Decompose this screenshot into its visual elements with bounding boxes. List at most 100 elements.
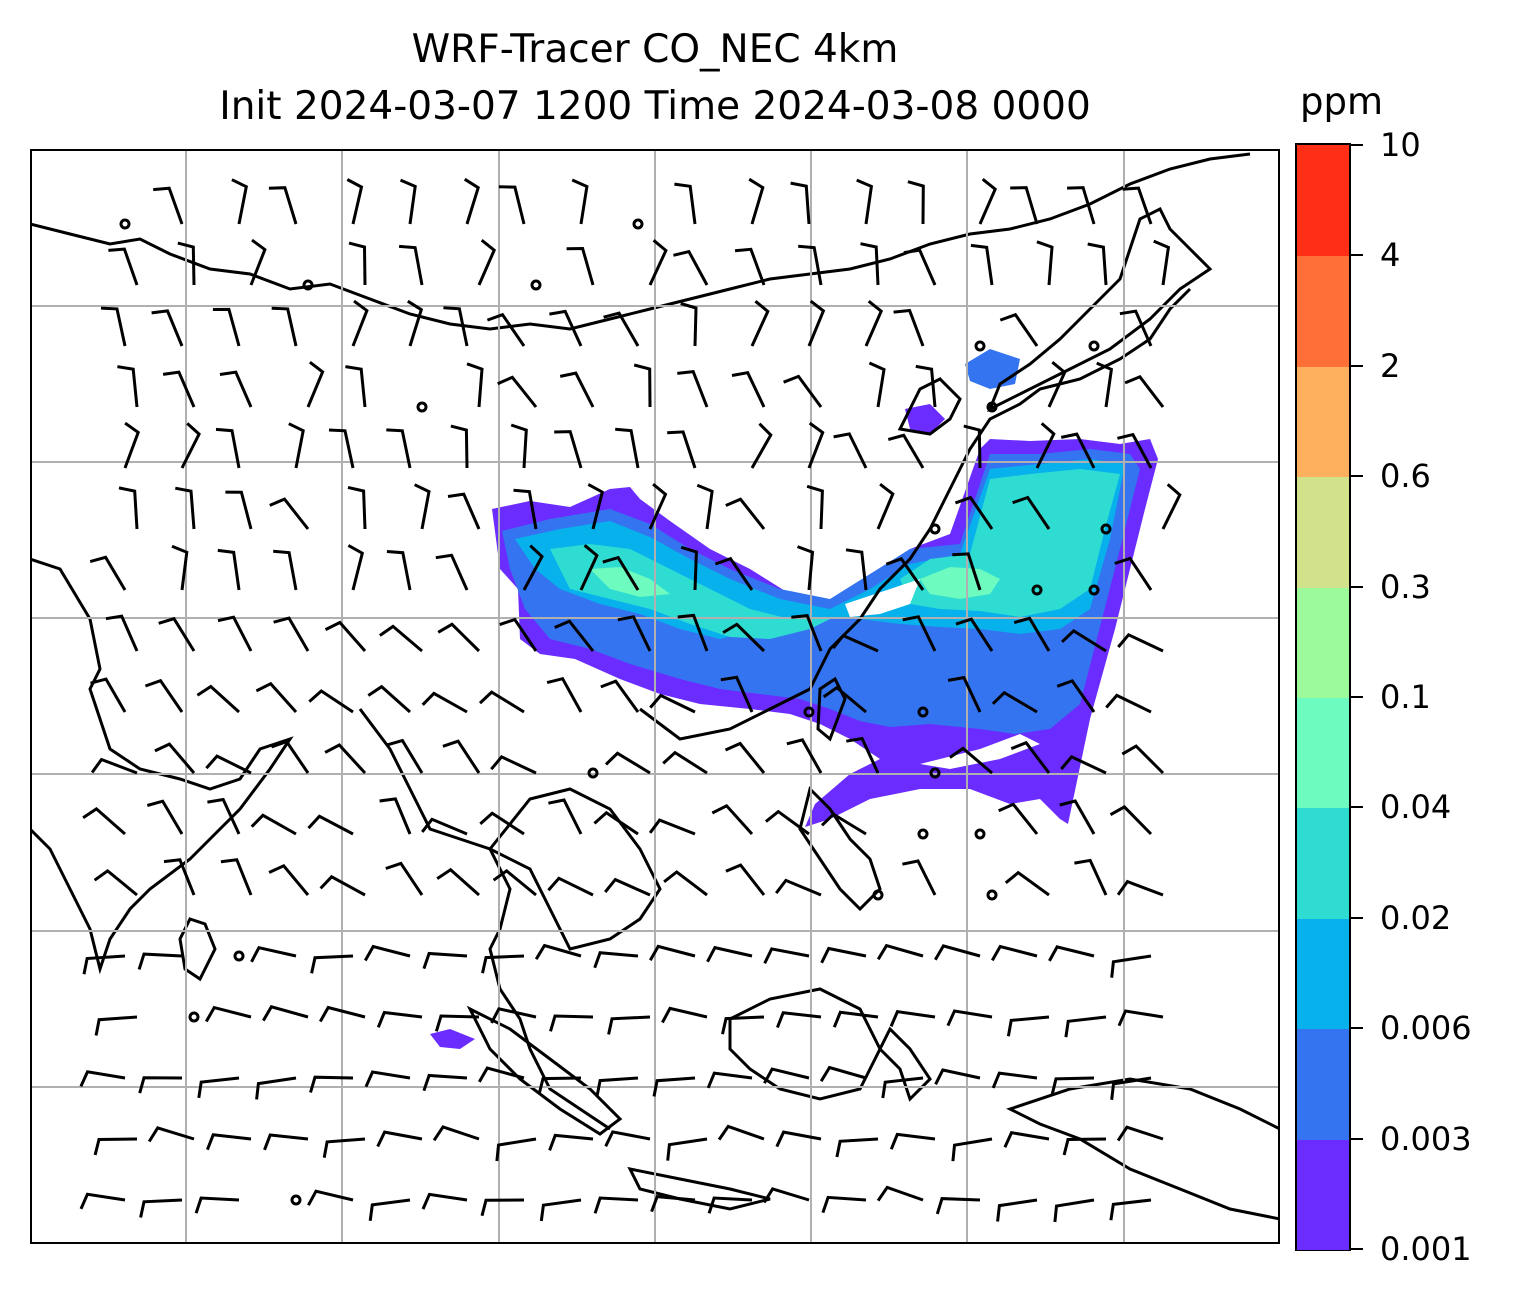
wind-barb <box>207 797 241 835</box>
wind-barb <box>231 178 248 225</box>
wind-barb <box>1119 309 1153 347</box>
wind-barb <box>328 428 355 469</box>
wind-barb <box>648 944 696 962</box>
wind-barb <box>497 375 538 408</box>
wind-barb <box>604 877 651 897</box>
wind-barb <box>154 742 196 774</box>
colorbar-tick <box>1351 1027 1363 1030</box>
wind-barb <box>255 1076 297 1100</box>
wind-barb <box>947 675 982 713</box>
wind-barb <box>822 685 867 714</box>
wind-barb <box>750 422 773 469</box>
wind-barb <box>346 178 364 225</box>
wind-barb <box>955 617 994 652</box>
wind-barb <box>721 1015 765 1035</box>
wind-barb <box>600 679 640 713</box>
wind-barb <box>775 1130 822 1148</box>
wind-barb <box>379 797 412 835</box>
colorbar-tick <box>1351 916 1363 919</box>
wind-barb <box>268 863 310 896</box>
wind-barb <box>153 186 184 225</box>
wind-barb <box>633 363 652 408</box>
calm-wind-marker <box>986 401 998 413</box>
wind-barb <box>1109 1198 1152 1221</box>
wind-barb <box>996 1198 1038 1222</box>
wind-barb <box>667 430 697 469</box>
colorbar-segment <box>1297 145 1349 257</box>
calm-wind-marker <box>974 828 986 840</box>
wind-barb <box>90 757 138 775</box>
wind-barb <box>319 874 366 897</box>
wind-barb <box>158 616 196 652</box>
wind-barb <box>171 544 189 591</box>
wind-barb <box>1116 1125 1164 1142</box>
wind-barb <box>348 241 367 286</box>
wind-barb <box>554 430 583 469</box>
wind-barb <box>522 544 544 591</box>
wind-barb <box>177 241 196 286</box>
wind-barb <box>617 615 652 652</box>
map-title-line1: WRF-Tracer CO_NEC 4km <box>411 27 899 72</box>
wind-barb <box>206 1133 252 1151</box>
calm-wind-marker <box>290 1194 302 1206</box>
wind-barb <box>579 544 599 591</box>
wind-barb <box>117 365 139 408</box>
wind-barb <box>413 483 431 530</box>
wind-barb <box>442 739 481 774</box>
calm-wind-marker <box>1088 340 1100 352</box>
wind-barb <box>677 613 709 652</box>
wind-barb <box>763 1067 810 1084</box>
wind-barb <box>835 1137 879 1158</box>
wind-barb <box>273 549 298 591</box>
wind-barb <box>876 943 924 961</box>
wind-barb <box>720 675 754 713</box>
wind-barb <box>763 947 810 964</box>
wind-barb <box>486 312 526 347</box>
wind-barb <box>421 691 468 714</box>
wind-barb <box>714 556 754 591</box>
wind-barb <box>868 361 886 408</box>
wind-barb <box>432 1125 480 1142</box>
wind-barb <box>648 818 696 836</box>
wind-barb <box>139 1198 183 1218</box>
wind-barb <box>949 746 993 775</box>
colorbar-tick <box>1351 806 1363 809</box>
wind-barb <box>436 867 480 897</box>
wind-barb <box>271 306 298 347</box>
wind-barb <box>915 364 937 408</box>
wind-barb <box>255 681 298 713</box>
wind-barb <box>722 622 766 653</box>
wind-barb <box>1060 754 1107 775</box>
wind-barb <box>1035 422 1056 469</box>
wind-barb <box>498 185 526 225</box>
wind-barb <box>212 307 241 347</box>
colorbar-segment <box>1297 697 1349 809</box>
wind-barb <box>791 613 823 652</box>
wind-barb <box>492 869 537 897</box>
wind-barb <box>385 861 424 896</box>
wind-barb <box>435 553 469 591</box>
wind-barb <box>1036 240 1054 286</box>
coastline-taiwan <box>816 676 847 742</box>
wind-barb <box>1010 740 1051 774</box>
wind-barb <box>846 736 880 774</box>
wind-barb <box>1010 186 1039 225</box>
wind-barb <box>1062 1137 1107 1156</box>
wind-barb <box>548 1133 594 1151</box>
wind-barb <box>309 1075 354 1093</box>
wind-barb <box>725 497 766 530</box>
wind-barb <box>307 814 354 836</box>
wind-barb <box>734 247 766 286</box>
wind-barb <box>820 812 867 836</box>
plume-layer-0.04 <box>920 567 1000 599</box>
wind-barb <box>1161 483 1182 530</box>
wind-barb <box>593 810 639 836</box>
colorbar-tick-label: 0.3 <box>1380 567 1431 606</box>
coastline-russia <box>30 152 1251 331</box>
wind-barb <box>479 811 525 836</box>
wind-barb <box>273 616 310 652</box>
wind-barbs <box>79 177 1182 1223</box>
calm-wind-marker <box>1100 523 1112 535</box>
wind-barb <box>934 944 981 961</box>
wind-barb <box>680 302 698 347</box>
